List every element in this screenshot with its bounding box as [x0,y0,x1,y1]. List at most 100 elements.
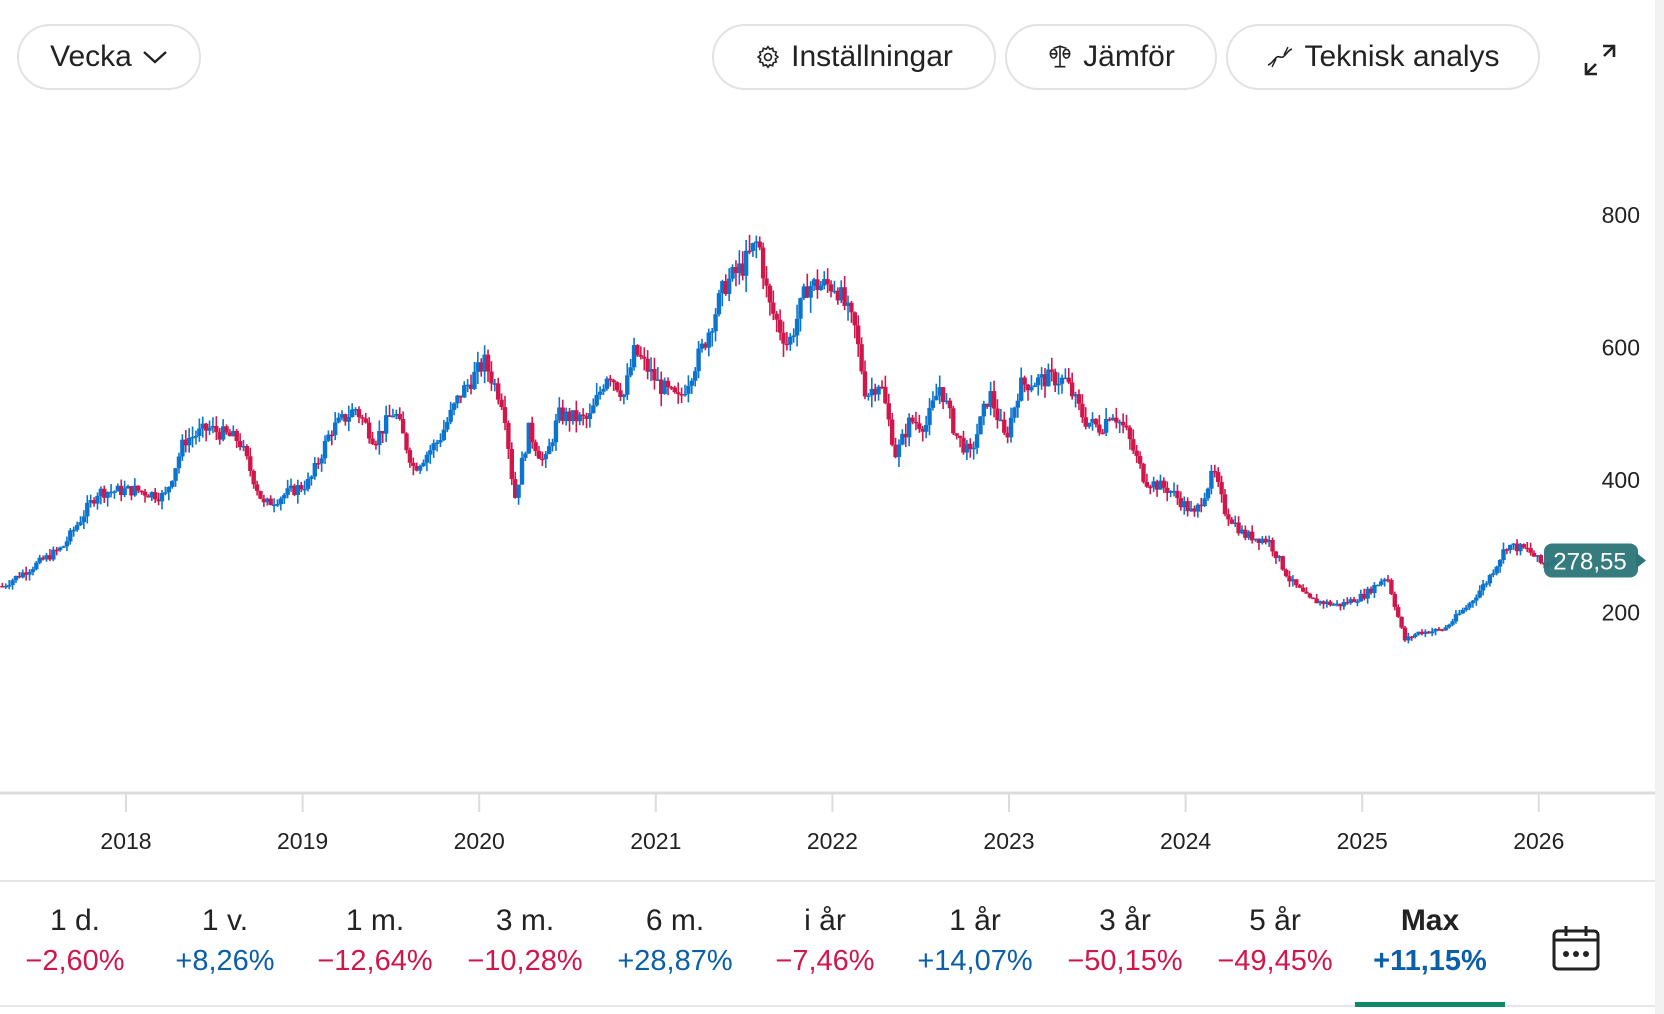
candle [261,494,267,507]
period-tab[interactable]: 1 m. −12,64% [300,882,450,1005]
candle-body [920,428,925,432]
candle-body [169,480,175,487]
candle [767,283,773,316]
candle [397,407,402,421]
compare-button[interactable]: Jämför [1005,24,1217,90]
candle-body [1008,417,1014,438]
candle-body [57,547,63,551]
candle [866,392,871,401]
candle-body [1178,498,1184,508]
candle [129,485,134,501]
candle [132,478,138,497]
candle [319,454,324,472]
fullscreen-button[interactable] [1580,40,1620,80]
period-tab[interactable]: Max +11,15% [1355,882,1505,1007]
candle-body [183,439,188,446]
candle-body [971,447,976,450]
candle-body [893,444,898,458]
candle-body [1168,491,1173,493]
candle [1188,500,1194,512]
candle [1185,497,1190,517]
candle [74,521,80,532]
candle-body [597,391,603,395]
candle [472,361,477,390]
interval-dropdown[interactable]: Vecka [17,24,201,90]
candle-body [451,403,457,410]
period-tab[interactable]: 1 år +14,07% [900,882,1050,1005]
candle [1093,418,1099,428]
candle-body [78,522,83,526]
candle-body [1229,519,1234,524]
y-tick-label: 200 [1602,600,1640,626]
candle-body [618,390,623,397]
candle [1076,389,1082,411]
candle-body [207,427,212,431]
scrollbar[interactable] [1655,0,1664,1014]
candle-body [1069,382,1075,397]
candle [479,358,484,377]
candle-body [1334,603,1340,606]
candle-body [414,466,419,471]
candle [339,410,345,421]
candle [822,271,827,290]
candle-body [679,394,684,396]
candle [964,439,970,461]
candle [536,445,542,459]
candle-body [241,446,246,448]
period-tab[interactable]: 3 m. −10,28% [450,882,600,1005]
candle-body [1192,508,1197,512]
candle-body [509,448,515,480]
period-tab[interactable]: i år −7,46% [750,882,900,1005]
candle [241,439,246,452]
candle-body [760,247,766,279]
candle-body [611,380,616,383]
technical-analysis-button[interactable]: Teknisk analys [1226,24,1540,90]
custom-range-button[interactable] [1550,924,1602,972]
candle-body [1249,531,1255,541]
candle-body [1372,584,1377,594]
candle [186,428,192,453]
candle-body [1137,455,1143,464]
candle-body [1151,481,1156,488]
candle-body [757,241,762,248]
candle-body [862,371,868,397]
candle [764,266,769,298]
candle-body [872,388,878,395]
candle-body [1368,588,1374,594]
candle-body [1056,383,1061,386]
candlestick-chart[interactable]: 2018 2019 2020 2021 2022 2023 2024 2025 2026 200 4… [0,110,1664,880]
period-tab[interactable]: 5 år −49,45% [1200,882,1350,1005]
candle [1494,565,1499,576]
candle-body [1287,576,1292,582]
candle [119,479,124,502]
settings-button[interactable]: Inställningar [712,24,996,90]
active-period-indicator [1355,1002,1505,1007]
period-tab[interactable]: 1 v. +8,26% [150,882,300,1005]
candle-body [441,429,447,440]
candle [0,582,5,588]
candle-body [961,437,966,453]
period-tab[interactable]: 6 m. +28,87% [600,882,750,1005]
candle [1429,627,1435,637]
candle [893,437,898,459]
price-chart[interactable]: 2018 2019 2020 2021 2022 2023 2024 2025 2026 200 4… [0,110,1664,880]
candle [197,418,202,442]
candle-body [180,439,185,457]
candle [784,332,790,351]
candle-body [574,410,579,422]
candle [244,444,250,460]
candle-body [1205,488,1211,499]
candle-body [1297,585,1302,588]
candle [462,381,467,398]
period-tab[interactable]: 1 d. −2,60% [0,882,150,1005]
candle-body [771,302,776,314]
candle [1052,368,1058,392]
candle-body [472,371,477,389]
candle [923,415,929,439]
candle [203,422,209,442]
candle [176,452,182,474]
candle-body [567,411,572,422]
period-tab[interactable]: 3 år −50,15% [1050,882,1200,1005]
candle [268,495,273,506]
candle [1002,411,1007,436]
